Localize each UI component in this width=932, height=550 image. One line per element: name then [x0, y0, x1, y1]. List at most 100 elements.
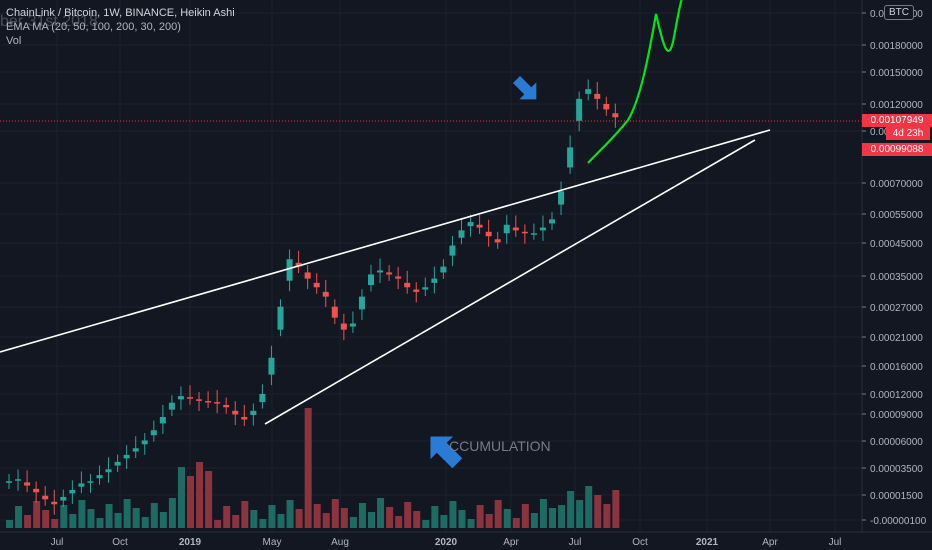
volume-bar: [250, 510, 258, 528]
price-tick-label: 0.00070000: [870, 179, 923, 190]
candle-body: [150, 430, 157, 436]
candle-body: [78, 483, 85, 487]
volume-legend[interactable]: Vol: [6, 35, 22, 47]
symbol-title[interactable]: ChainLink / Bitcoin, 1W, BINANCE, Heikin…: [6, 7, 235, 19]
volume-bar: [232, 515, 240, 528]
candle-body: [422, 287, 429, 290]
candle-body: [313, 282, 320, 288]
time-tick-label: 2020: [435, 537, 458, 548]
candle-body: [512, 227, 519, 231]
indicator-legend[interactable]: EMA MA (20, 50, 100, 200, 30, 200): [6, 21, 181, 33]
candle-body: [386, 272, 393, 275]
candle-body: [404, 282, 411, 288]
volume-bar: [395, 516, 403, 528]
up-arrow-icon: [430, 436, 463, 469]
time-tick-label: 2019: [179, 537, 202, 548]
volume-bar: [123, 499, 131, 528]
price-tick-label: 0.00021000: [870, 333, 923, 344]
candle-body: [114, 461, 121, 466]
price-axis: 0.002100000.001800000.001500000.00120000…: [861, 0, 927, 532]
volume-bar: [358, 503, 366, 528]
volume-bar: [512, 518, 520, 528]
candle-body: [96, 475, 103, 479]
volume-bar: [33, 501, 41, 528]
candle-body: [485, 231, 492, 237]
price-tick-label: 0.00180000: [870, 41, 923, 52]
time-tick-label: Apr: [762, 537, 778, 548]
time-tick-label: Jul: [829, 537, 842, 548]
candle-body: [358, 296, 365, 310]
price-tick-label: 0.00003500: [870, 464, 923, 475]
time-axis: Jul Oct 2019 May Aug 2020 Apr Jul Oct 2021 Apr Jul: [0, 531, 932, 548]
level-price-tag: 0.00099088: [862, 143, 932, 156]
time-tick-label: Jul: [569, 537, 582, 548]
candle-body: [141, 440, 148, 445]
candle-body: [585, 89, 592, 94]
candle-body: [286, 259, 293, 281]
volume-bar: [168, 498, 176, 528]
down-arrow-icon: [512, 75, 537, 100]
candle-body: [123, 454, 130, 459]
price-tick-label: 0.00016000: [870, 362, 923, 373]
time-tick-label: Aug: [331, 537, 349, 548]
volume-bar: [368, 512, 375, 528]
candle-body: [530, 233, 537, 235]
candle-body: [177, 396, 184, 400]
volume-bar: [521, 504, 529, 528]
price-tick-label: 0.00035000: [870, 272, 923, 283]
volume-bar: [594, 495, 602, 528]
candle-body: [6, 481, 12, 483]
candle-body: [295, 262, 302, 267]
upper-trendline: [0, 129, 771, 353]
volume-bar: [259, 519, 267, 528]
candle-body: [503, 224, 510, 234]
candle-body: [594, 93, 601, 99]
volume-bar: [177, 467, 185, 528]
candle-body: [331, 306, 338, 318]
chart-grid: [0, 0, 862, 532]
candle-body: [612, 113, 619, 118]
candle-body: [241, 416, 248, 420]
volume-bar: [331, 499, 339, 528]
date-watermark: ber 31st 2018: [0, 13, 98, 30]
volume-bar: [349, 517, 357, 528]
volume-bar: [187, 476, 194, 528]
price-tick-label: 0.00055000: [870, 210, 923, 221]
volume-bar: [422, 520, 430, 528]
time-tick-label: Apr: [503, 537, 519, 548]
volume-bar: [413, 511, 421, 528]
volume-bar: [576, 500, 584, 528]
volume-bar: [150, 503, 158, 528]
candle-body: [24, 482, 31, 486]
candle-body: [440, 266, 447, 273]
candle-body: [449, 245, 456, 256]
candle-body: [223, 404, 230, 408]
volume-bar: [6, 520, 13, 528]
time-tick-label: May: [263, 537, 282, 548]
volume-bar: [585, 486, 593, 528]
volume-bar: [241, 501, 249, 528]
candle-body: [42, 495, 49, 500]
volume-bar: [277, 514, 285, 528]
volume-bar: [96, 518, 104, 528]
candle-body: [549, 219, 555, 224]
chart-header: ChainLink / Bitcoin, 1W, BINANCE, Heikin…: [6, 6, 235, 48]
price-tick-label: 0.00012000: [870, 390, 923, 401]
candle-body: [413, 289, 420, 292]
volume-bar: [377, 498, 385, 528]
candle-body: [87, 481, 94, 483]
currency-button[interactable]: BTC: [884, 5, 914, 20]
candle-body: [168, 402, 175, 410]
candle-body: [467, 222, 474, 227]
price-tick-label: 0.00027000: [870, 303, 923, 314]
volume-bar: [114, 513, 122, 528]
candle-body: [69, 489, 76, 494]
candle-body: [567, 147, 574, 168]
volume-bar: [386, 507, 394, 528]
candle-body: [322, 291, 329, 297]
volume-bar: [503, 509, 511, 528]
volume-bar: [69, 514, 77, 528]
volume-bar: [558, 505, 566, 528]
volume-bar: [304, 408, 312, 528]
